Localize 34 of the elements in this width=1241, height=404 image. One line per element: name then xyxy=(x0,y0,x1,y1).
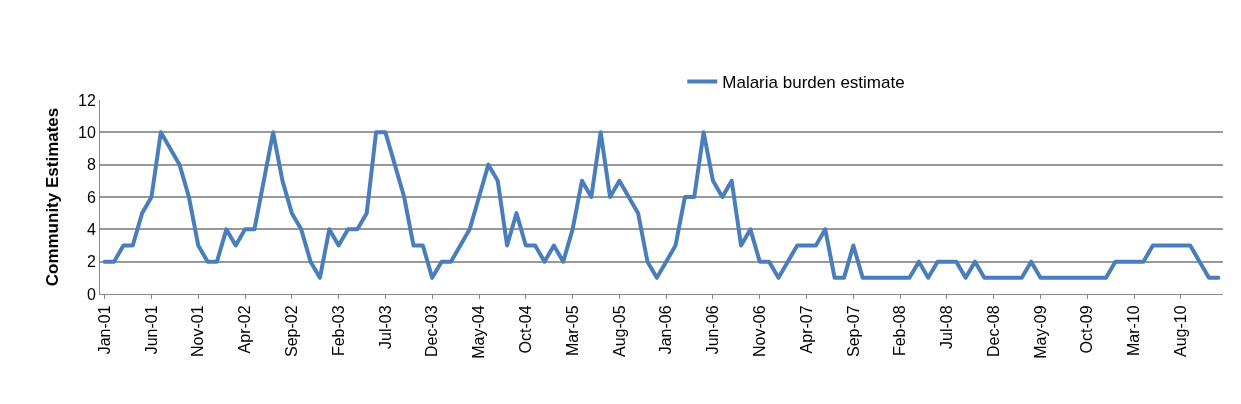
x-tick-label: Feb-08 xyxy=(891,305,909,357)
x-tick-label: Dec-08 xyxy=(984,305,1002,357)
x-tick-label: Jun-06 xyxy=(704,305,722,355)
y-tick-label: 2 xyxy=(86,253,96,271)
y-tick-label: 12 xyxy=(78,91,96,109)
line-series xyxy=(102,130,1221,280)
x-tick-label: Aug-10 xyxy=(1172,305,1190,357)
x-tick-label: Jan-01 xyxy=(95,305,113,355)
x-tick-label: Dec-03 xyxy=(423,305,441,357)
y-axis-title: Community Estimates xyxy=(42,107,62,287)
y-tick-label: 4 xyxy=(86,220,96,238)
x-tick-label: May-04 xyxy=(470,305,488,359)
y-tick-label: 8 xyxy=(86,156,96,174)
x-tick-label: Sep-02 xyxy=(283,305,301,357)
x-tick-label: Feb-03 xyxy=(329,305,347,357)
x-tick-label: Aug-05 xyxy=(610,305,628,357)
x-tick-label: Jul-03 xyxy=(376,305,394,349)
y-tick-label: 0 xyxy=(86,285,96,303)
y-tick-label: 6 xyxy=(86,188,96,206)
x-tick-label: Mar-05 xyxy=(563,305,581,357)
x-tick-label: Jun-01 xyxy=(142,305,160,355)
x-tick-label: Mar-10 xyxy=(1125,305,1143,357)
y-tick-label: 10 xyxy=(78,123,96,141)
x-tick-label: Jan-06 xyxy=(657,305,675,355)
x-tick-label: Jul-08 xyxy=(938,305,956,349)
legend-label: Malaria burden estimate xyxy=(722,73,905,93)
x-tick-label: Apr-07 xyxy=(797,305,815,354)
x-tick-label: May-09 xyxy=(1031,305,1049,359)
x-tick-label: Oct-04 xyxy=(517,305,534,354)
x-tick-label: Nov-01 xyxy=(189,305,207,357)
x-tick-label: Apr-02 xyxy=(236,305,254,354)
x-tick-label: Nov-06 xyxy=(750,305,768,357)
x-tick-label: Sep-07 xyxy=(844,305,862,357)
x-tick-label: Oct-09 xyxy=(1078,305,1096,354)
